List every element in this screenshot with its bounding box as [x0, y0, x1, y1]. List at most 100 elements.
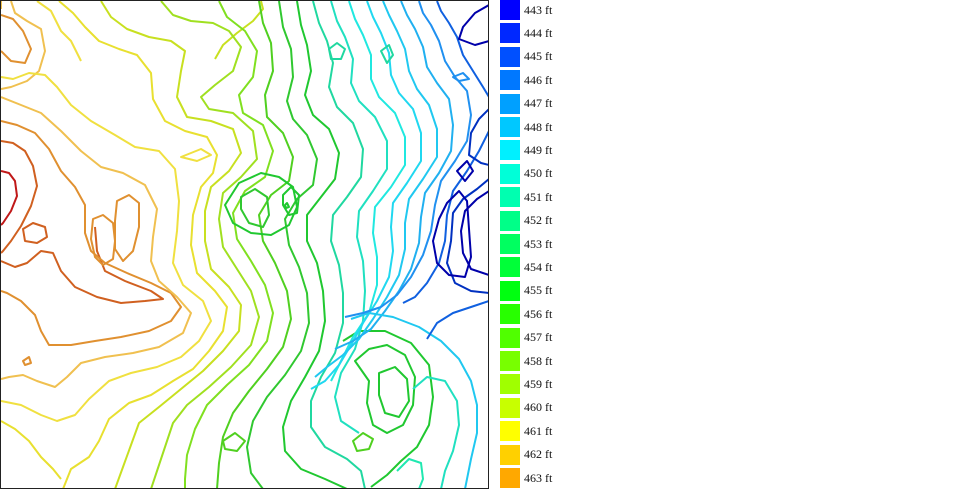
legend-label: 445 ft	[524, 49, 553, 64]
legend-item: 448 ft	[500, 117, 552, 137]
contour-line	[412, 376, 460, 488]
legend-item: 456 ft	[500, 304, 552, 325]
contour-group-yellow	[1, 1, 264, 488]
legend-swatch	[500, 93, 520, 114]
legend-swatch	[500, 70, 520, 91]
contour-line	[432, 190, 472, 278]
legend-label: 459 ft	[524, 376, 553, 391]
contour-line	[452, 72, 470, 82]
contour-line	[1, 170, 18, 226]
contour-line	[310, 1, 366, 488]
legend-label: 453 ft	[524, 236, 553, 251]
legend-swatch	[500, 257, 520, 278]
legend-swatch	[500, 351, 520, 371]
contour-line	[350, 312, 478, 488]
contour-line	[58, 1, 228, 488]
legend-swatch	[500, 46, 520, 67]
legend-label: 447 ft	[524, 96, 553, 111]
contour-group-blue	[344, 1, 488, 340]
legend-item: 446 ft	[500, 70, 553, 91]
legend-swatch	[500, 210, 520, 231]
legend-item: 444 ft	[500, 23, 553, 44]
legend-label: 444 ft	[524, 25, 553, 40]
contour-line	[22, 222, 48, 244]
legend-label: 462 ft	[524, 447, 553, 462]
legend-swatch	[500, 117, 520, 137]
contour-line	[342, 330, 434, 488]
contour-lines	[1, 1, 488, 488]
legend-item: 451 ft	[500, 187, 553, 208]
legend-item: 454 ft	[500, 257, 553, 278]
contour-group-red	[1, 14, 182, 366]
contour-line	[216, 1, 294, 488]
legend-item: 457 ft	[500, 327, 553, 348]
legend-label: 450 ft	[524, 166, 553, 181]
legend-swatch	[500, 187, 520, 208]
contour-line	[354, 344, 416, 434]
contour-group-green	[150, 1, 434, 488]
legend-swatch	[500, 468, 520, 488]
legend-label: 455 ft	[524, 283, 553, 298]
legend: 443 ft 444 ft 445 ft 446 ft 447 ft 448 ft 449 …	[500, 0, 610, 490]
legend-swatch	[500, 280, 520, 301]
contour-line	[1, 72, 212, 422]
legend-swatch	[500, 163, 520, 184]
contour-line	[396, 458, 424, 488]
contour-line	[1, 96, 192, 388]
contour-line	[330, 1, 388, 434]
legend-label: 452 ft	[524, 213, 553, 228]
legend-item: 455 ft	[500, 280, 553, 301]
legend-label: 446 ft	[524, 72, 553, 87]
legend-item: 459 ft	[500, 374, 553, 395]
contour-line	[334, 1, 454, 350]
contour-line	[284, 202, 290, 209]
contour-line	[150, 1, 260, 488]
legend-swatch	[500, 140, 520, 161]
contour-line	[222, 432, 246, 452]
contour-line	[344, 1, 472, 318]
legend-label: 457 ft	[524, 330, 553, 345]
legend-item: 453 ft	[500, 234, 552, 254]
contour-line	[282, 186, 300, 216]
contour-line	[282, 1, 348, 488]
contour-line	[378, 366, 410, 418]
contour-line	[328, 42, 346, 60]
contour-line	[458, 4, 488, 46]
contour-line	[1, 14, 32, 64]
legend-item: 447 ft	[500, 93, 553, 114]
contour-line	[1, 420, 62, 480]
legend-label: 451 ft	[524, 189, 553, 204]
legend-swatch	[500, 397, 520, 418]
legend-label: 458 ft	[524, 353, 553, 368]
contour-line	[1, 1, 46, 90]
legend-item: 460 ft	[500, 397, 552, 418]
contour-line	[90, 214, 116, 266]
legend-swatch	[500, 374, 520, 395]
legend-item: 443 ft	[500, 0, 552, 20]
contour-line	[460, 190, 488, 276]
legend-swatch	[500, 327, 520, 348]
legend-label: 454 ft	[524, 259, 553, 274]
legend-label: 463 ft	[524, 470, 553, 485]
legend-item: 450 ft	[500, 163, 553, 184]
contour-line	[36, 1, 82, 62]
legend-label: 449 ft	[524, 142, 553, 157]
legend-swatch	[500, 444, 520, 465]
contour-line	[214, 1, 264, 60]
legend-item: 445 ft	[500, 46, 553, 67]
legend-label: 461 ft	[524, 423, 553, 438]
legend-swatch	[500, 23, 520, 44]
contour-line	[456, 160, 474, 182]
contour-line	[402, 130, 488, 304]
legend-item: 449 ft	[500, 140, 553, 161]
legend-item: 452 ft	[500, 210, 553, 231]
contour-line	[314, 1, 438, 378]
contour-line	[180, 148, 212, 162]
legend-label: 448 ft	[524, 119, 553, 134]
legend-swatch	[500, 234, 520, 254]
contour-line	[184, 1, 274, 488]
contour-line	[426, 300, 488, 340]
legend-item: 458 ft	[500, 351, 552, 371]
legend-label: 443 ft	[524, 2, 553, 17]
contour-line	[114, 194, 140, 262]
